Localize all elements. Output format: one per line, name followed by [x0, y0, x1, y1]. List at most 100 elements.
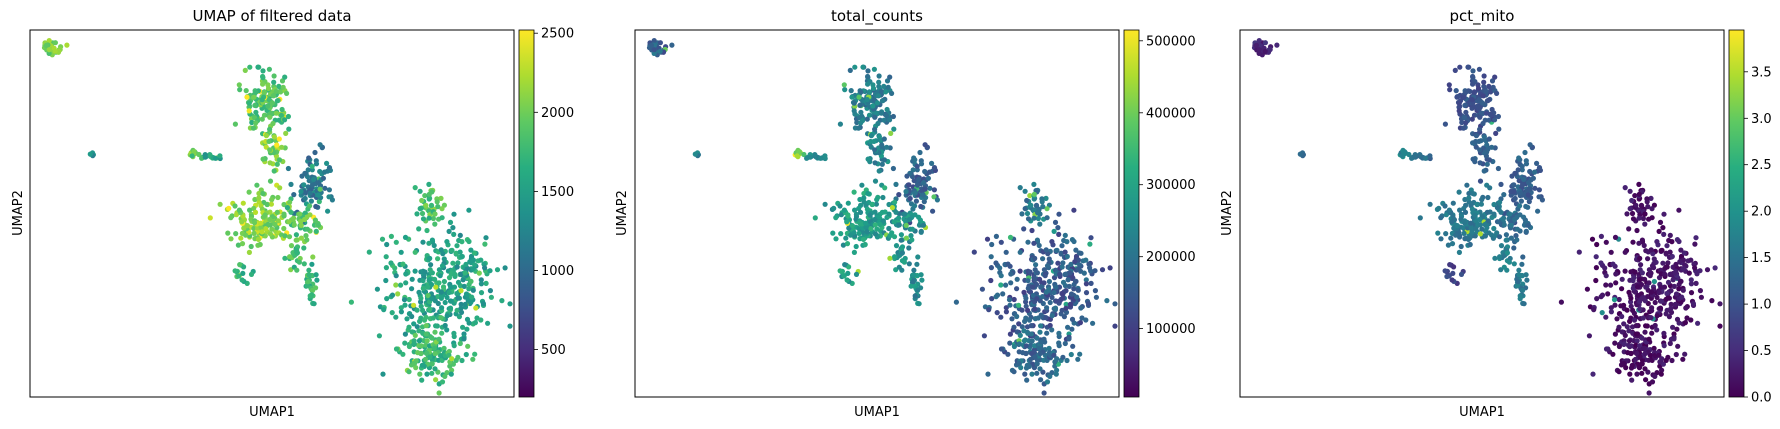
cell-point — [1612, 297, 1617, 302]
cell-point — [1069, 291, 1074, 296]
cell-point — [1477, 115, 1482, 120]
cell-point — [1628, 206, 1633, 211]
cell-point — [1636, 182, 1641, 187]
cell-point — [1649, 290, 1654, 295]
cell-point — [425, 284, 430, 289]
cell-point — [818, 156, 823, 161]
cell-point — [1619, 286, 1624, 291]
cell-point — [880, 195, 885, 200]
cell-point — [479, 281, 484, 286]
cell-point — [1635, 338, 1640, 343]
cell-point — [1077, 352, 1082, 357]
cell-point — [295, 250, 300, 255]
cell-point — [451, 331, 456, 336]
cell-point — [1071, 239, 1076, 244]
cell-point — [1470, 191, 1475, 196]
cell-point — [311, 177, 316, 182]
cell-point — [850, 223, 855, 228]
cell-point — [1014, 286, 1019, 291]
cell-point — [1451, 201, 1456, 206]
cell-point — [1032, 192, 1037, 197]
cell-point — [1457, 101, 1462, 106]
cell-point — [399, 309, 404, 314]
cell-point — [472, 352, 477, 357]
cell-point — [389, 234, 394, 239]
cell-point — [1695, 321, 1700, 326]
cell-point — [452, 343, 457, 348]
cell-point — [1643, 351, 1648, 356]
cell-point — [1450, 277, 1455, 282]
cell-point — [291, 192, 296, 197]
cell-point — [1016, 303, 1021, 308]
cell-point — [922, 169, 927, 174]
cell-point — [1639, 371, 1644, 376]
cell-point — [1078, 305, 1083, 310]
cell-point — [454, 243, 459, 248]
cell-point — [1670, 325, 1675, 330]
cell-point — [310, 164, 315, 169]
cell-point — [1524, 278, 1529, 283]
cell-point — [465, 317, 470, 322]
cell-point — [1642, 366, 1647, 371]
cell-point — [451, 212, 456, 217]
cell-point — [270, 121, 275, 126]
cell-point — [856, 126, 861, 131]
cell-point — [381, 307, 386, 312]
cell-point — [1515, 227, 1520, 232]
cell-point — [238, 236, 243, 241]
cell-point — [1038, 323, 1043, 328]
cell-point — [1657, 229, 1662, 234]
cell-point — [473, 305, 478, 310]
cell-point — [899, 238, 904, 243]
cell-point — [1034, 336, 1039, 341]
cell-point — [1018, 269, 1023, 274]
cell-point — [1023, 206, 1028, 211]
cell-point — [237, 82, 242, 87]
cell-point — [432, 243, 437, 248]
cell-point — [932, 187, 937, 192]
cell-point — [1443, 231, 1448, 236]
cell-point — [275, 98, 280, 103]
cell-point — [233, 122, 238, 127]
cell-point — [1063, 306, 1068, 311]
cell-point — [652, 47, 657, 52]
cell-point — [1630, 240, 1635, 245]
cell-point — [460, 254, 465, 259]
cell-point — [394, 273, 399, 278]
cell-point — [1492, 233, 1497, 238]
cell-point — [240, 271, 245, 276]
cell-point — [1092, 268, 1097, 273]
cell-point — [310, 183, 315, 188]
cell-point — [899, 232, 904, 237]
cell-point — [921, 192, 926, 197]
cell-point — [1050, 313, 1055, 318]
cell-point — [1459, 272, 1464, 277]
cell-point — [260, 191, 265, 196]
cell-point — [1054, 299, 1059, 304]
cell-point — [1449, 219, 1454, 224]
cell-point — [856, 231, 861, 236]
cell-point — [1659, 248, 1664, 253]
cell-point — [1477, 217, 1482, 222]
cell-point — [418, 296, 423, 301]
cell-point — [1628, 296, 1633, 301]
cell-point — [247, 108, 252, 113]
cell-point — [317, 169, 322, 174]
cell-point — [873, 179, 878, 184]
cell-point — [1659, 299, 1664, 304]
cell-point — [1045, 263, 1050, 268]
cell-point — [325, 209, 330, 214]
cell-point — [324, 161, 329, 166]
cell-point — [267, 217, 272, 222]
cell-point — [1428, 202, 1433, 207]
cell-point — [1073, 248, 1078, 253]
cell-point — [1671, 336, 1676, 341]
cell-point — [440, 215, 445, 220]
cell-point — [428, 354, 433, 359]
cell-point — [1470, 82, 1475, 87]
cell-point — [1057, 272, 1062, 277]
cell-point — [1470, 74, 1475, 79]
cell-point — [1515, 279, 1520, 284]
cell-point — [1689, 281, 1694, 286]
scatter-points — [647, 38, 1118, 396]
